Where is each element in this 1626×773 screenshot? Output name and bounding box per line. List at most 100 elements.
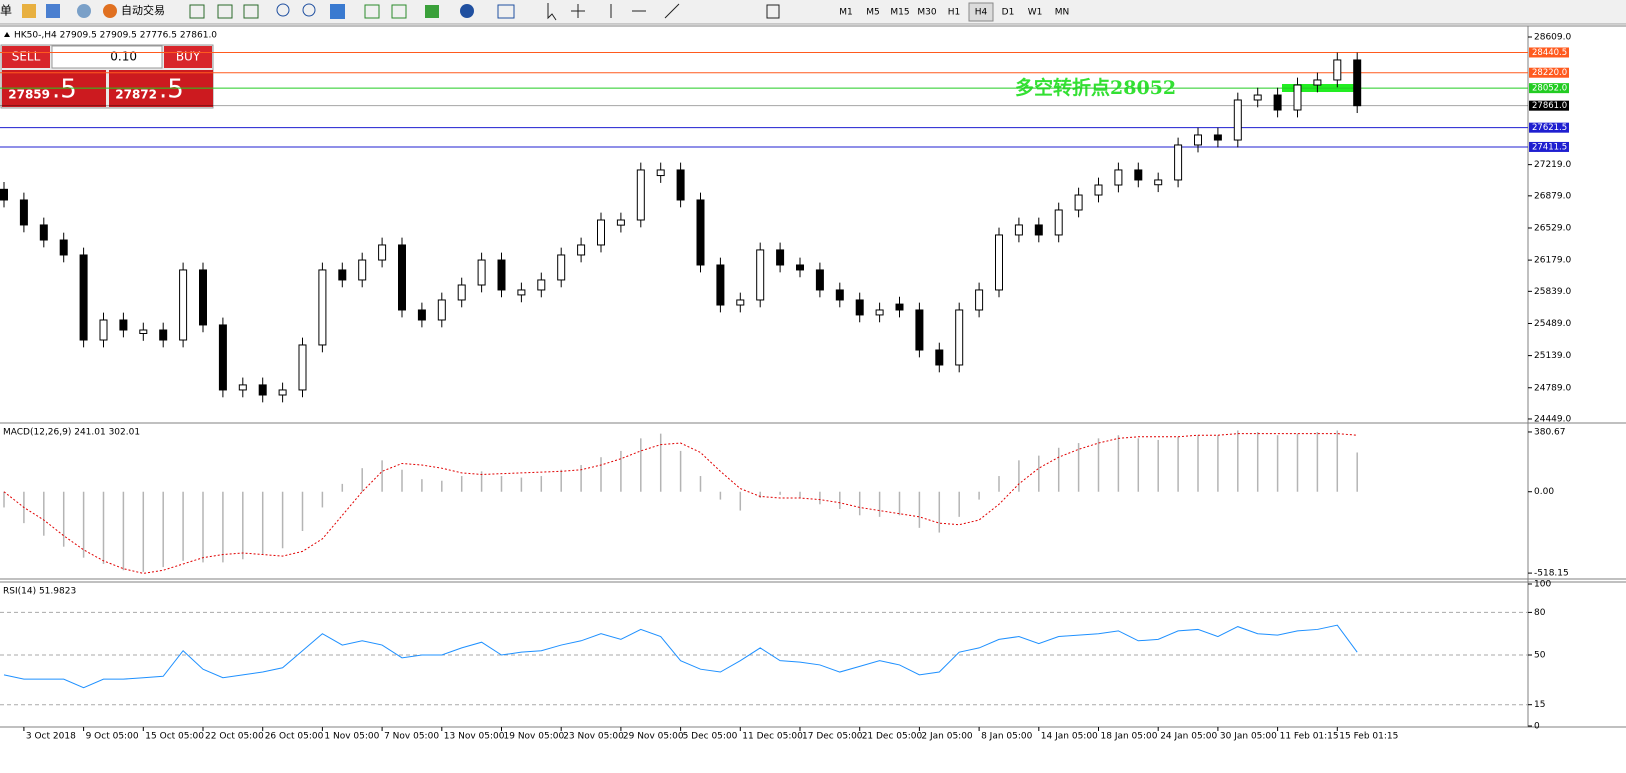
y-tick-label: 25489.0 [1534,319,1571,329]
price-tag-label: 28052.0 [1532,84,1567,94]
icon[interactable] [364,4,380,19]
candle-body [855,299,864,316]
icon[interactable] [547,3,557,21]
candle-body [1034,224,1043,236]
ask-main[interactable]: 27872 [115,88,157,102]
candle-body [1114,169,1123,186]
sell-button[interactable] [2,46,50,68]
x-tick-label: 1 Nov 05:00 [324,732,379,742]
candle-body [776,249,785,266]
candle-body [1074,194,1083,211]
x-tick-label: 18 Jan 05:00 [1101,732,1158,742]
y-tick-label: 25139.0 [1534,351,1571,361]
icon[interactable] [330,4,345,19]
timeframe-button[interactable]: D1 [1002,8,1015,18]
icon[interactable] [425,5,439,18]
icon[interactable] [766,4,780,19]
y-tick-label: 50 [1534,651,1546,661]
price-tag-label: 27621.5 [1532,123,1567,133]
menu-fragment[interactable]: 单 [0,4,12,18]
price-tag [1529,47,1569,58]
buy-label[interactable]: BUY [176,50,201,64]
icon[interactable] [276,3,290,17]
candle-body [437,299,446,321]
candle-body [39,224,48,241]
price-tag [1529,83,1569,94]
timeframe-button[interactable]: MN [1055,8,1070,18]
tool-icons [189,3,780,21]
candle-body [756,249,765,301]
icon[interactable] [610,3,680,19]
price-tag [1529,100,1569,111]
price-tag-label: 28440.5 [1532,48,1567,58]
icon[interactable] [77,4,91,18]
icon[interactable] [217,4,233,19]
timeframe-button[interactable]: M15 [890,8,909,18]
icon[interactable] [46,4,60,18]
candle-body [19,199,28,226]
y-tick-label: 380.67 [1534,427,1566,437]
candle-body [218,324,227,391]
candle-body [278,389,287,396]
x-tick-label: 30 Jan 05:00 [1220,732,1277,742]
candle-body [616,219,625,226]
candle-body [159,329,168,341]
y-tick-label: 15 [1534,700,1545,710]
icon[interactable] [302,3,316,17]
y-tick-label: 28609.0 [1534,32,1571,42]
signal-line [3,433,1358,574]
candle-body [417,309,426,321]
candle-body [636,169,645,221]
y-tick-label: 26529.0 [1534,223,1571,233]
x-tick-label: 5 Dec 05:00 [683,732,738,742]
x-tick-label: 11 Dec 05:00 [742,732,803,742]
trade-panel: SELL 0.10 BUY 27859 .5 27872 .5 [0,44,214,109]
icon[interactable] [460,4,474,18]
price-tag-label: 28220.0 [1532,68,1567,78]
candle-body [557,254,566,281]
icon[interactable] [391,4,407,19]
candle-body [59,239,68,256]
ask-frac[interactable]: .5 [159,75,184,105]
bid-frac[interactable]: .5 [52,75,77,105]
candle-body [79,254,88,341]
candle-body [457,284,466,301]
x-tick-label: 26 Oct 05:00 [265,732,324,742]
y-tick-label: 27219.0 [1534,160,1571,170]
y-tick-label: 80 [1534,608,1546,618]
candle-body [139,329,148,334]
candle-body [1233,99,1242,141]
lot-field[interactable] [51,45,163,69]
y-tick-label: 100 [1534,580,1551,590]
timeframe-button[interactable]: H1 [948,8,961,18]
icon[interactable] [571,4,585,18]
candle-body [955,309,964,366]
icon[interactable] [189,4,205,19]
candle-body [477,259,486,286]
timeframe-selected[interactable] [968,2,994,22]
lot-value[interactable]: 0.10 [110,50,137,64]
auto-trade-icon[interactable] [103,4,117,18]
icon[interactable] [497,4,515,19]
buy-button[interactable] [164,46,212,68]
icon[interactable] [243,4,259,19]
timeframe-button[interactable]: H4 [975,8,988,18]
timeframe-button[interactable]: M1 [839,8,853,18]
y-tick-label: 26179.0 [1534,256,1571,266]
candle-body [1313,79,1322,86]
candle-body [1054,209,1063,236]
x-tick-label: 22 Oct 05:00 [205,732,264,742]
toolbar [0,0,1626,24]
auto-trading[interactable]: 自动交易 [121,3,165,17]
candle-body [119,319,128,331]
sell-label[interactable]: SELL [12,50,41,64]
candle-body [238,384,247,391]
timeframe-button[interactable]: M5 [866,8,880,18]
candle-body [1134,169,1143,181]
candle-body [1174,144,1183,181]
bid-main[interactable]: 27859 [8,88,50,102]
timeframe-button[interactable]: W1 [1028,8,1043,18]
icon[interactable] [22,4,36,18]
timeframe-button[interactable]: M30 [917,8,936,18]
candle-body [835,289,844,301]
